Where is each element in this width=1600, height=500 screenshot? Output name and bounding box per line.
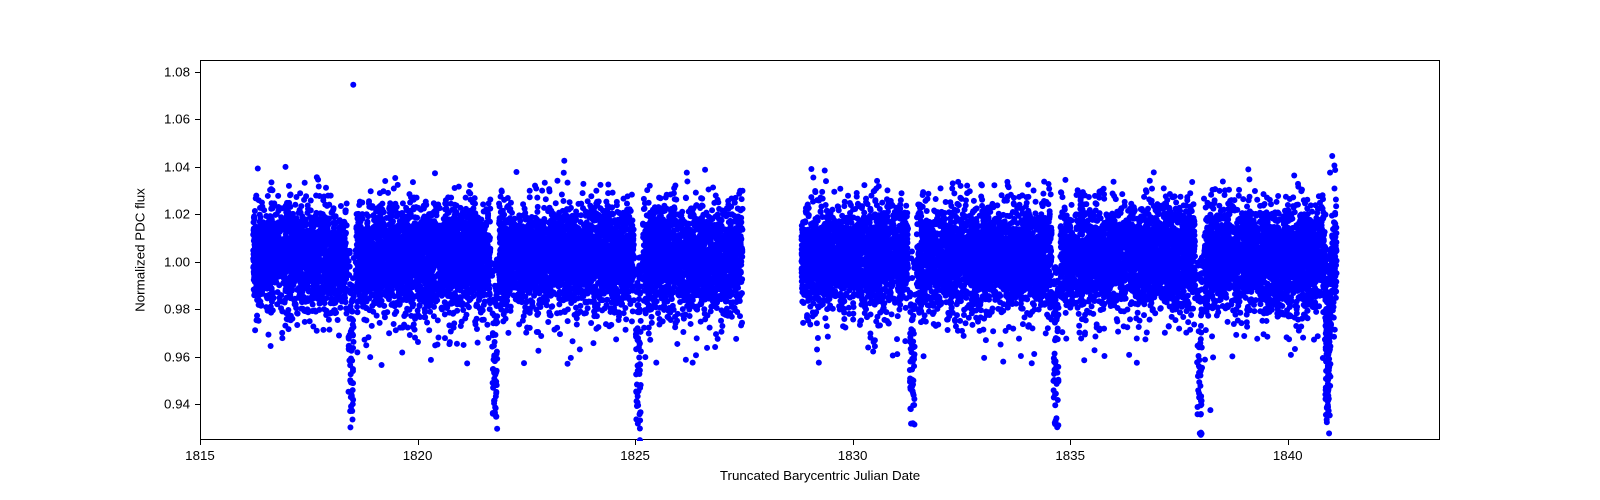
y-tick-label: 0.96 xyxy=(164,349,190,364)
x-tick xyxy=(1070,440,1071,445)
y-tick-label: 1.04 xyxy=(164,159,190,174)
y-axis-label: Normalized PDC flux xyxy=(133,188,148,312)
y-tick-label: 1.02 xyxy=(164,207,190,222)
y-tick-label: 1.00 xyxy=(164,254,190,269)
y-tick xyxy=(195,309,200,310)
x-tick xyxy=(853,440,854,445)
y-tick xyxy=(195,404,200,405)
x-tick-label: 1835 xyxy=(1055,448,1085,463)
x-tick xyxy=(1288,440,1289,445)
y-tick xyxy=(195,119,200,120)
figure: Truncated Barycentric Julian Date Normal… xyxy=(0,0,1600,500)
y-tick-label: 1.08 xyxy=(164,64,190,79)
scatter-plot xyxy=(201,61,1441,441)
x-tick xyxy=(200,440,201,445)
y-tick xyxy=(195,72,200,73)
x-tick-label: 1815 xyxy=(185,448,215,463)
y-tick xyxy=(195,262,200,263)
plot-axes xyxy=(200,60,1440,440)
y-tick-label: 0.98 xyxy=(164,302,190,317)
x-tick-label: 1825 xyxy=(620,448,650,463)
x-tick-label: 1830 xyxy=(838,448,868,463)
y-tick-label: 1.06 xyxy=(164,112,190,127)
y-tick-label: 0.94 xyxy=(164,397,190,412)
x-tick-label: 1840 xyxy=(1273,448,1303,463)
x-tick xyxy=(635,440,636,445)
y-tick xyxy=(195,167,200,168)
x-axis-label: Truncated Barycentric Julian Date xyxy=(720,468,920,483)
x-tick xyxy=(418,440,419,445)
y-tick xyxy=(195,357,200,358)
x-tick-label: 1820 xyxy=(403,448,433,463)
y-tick xyxy=(195,214,200,215)
